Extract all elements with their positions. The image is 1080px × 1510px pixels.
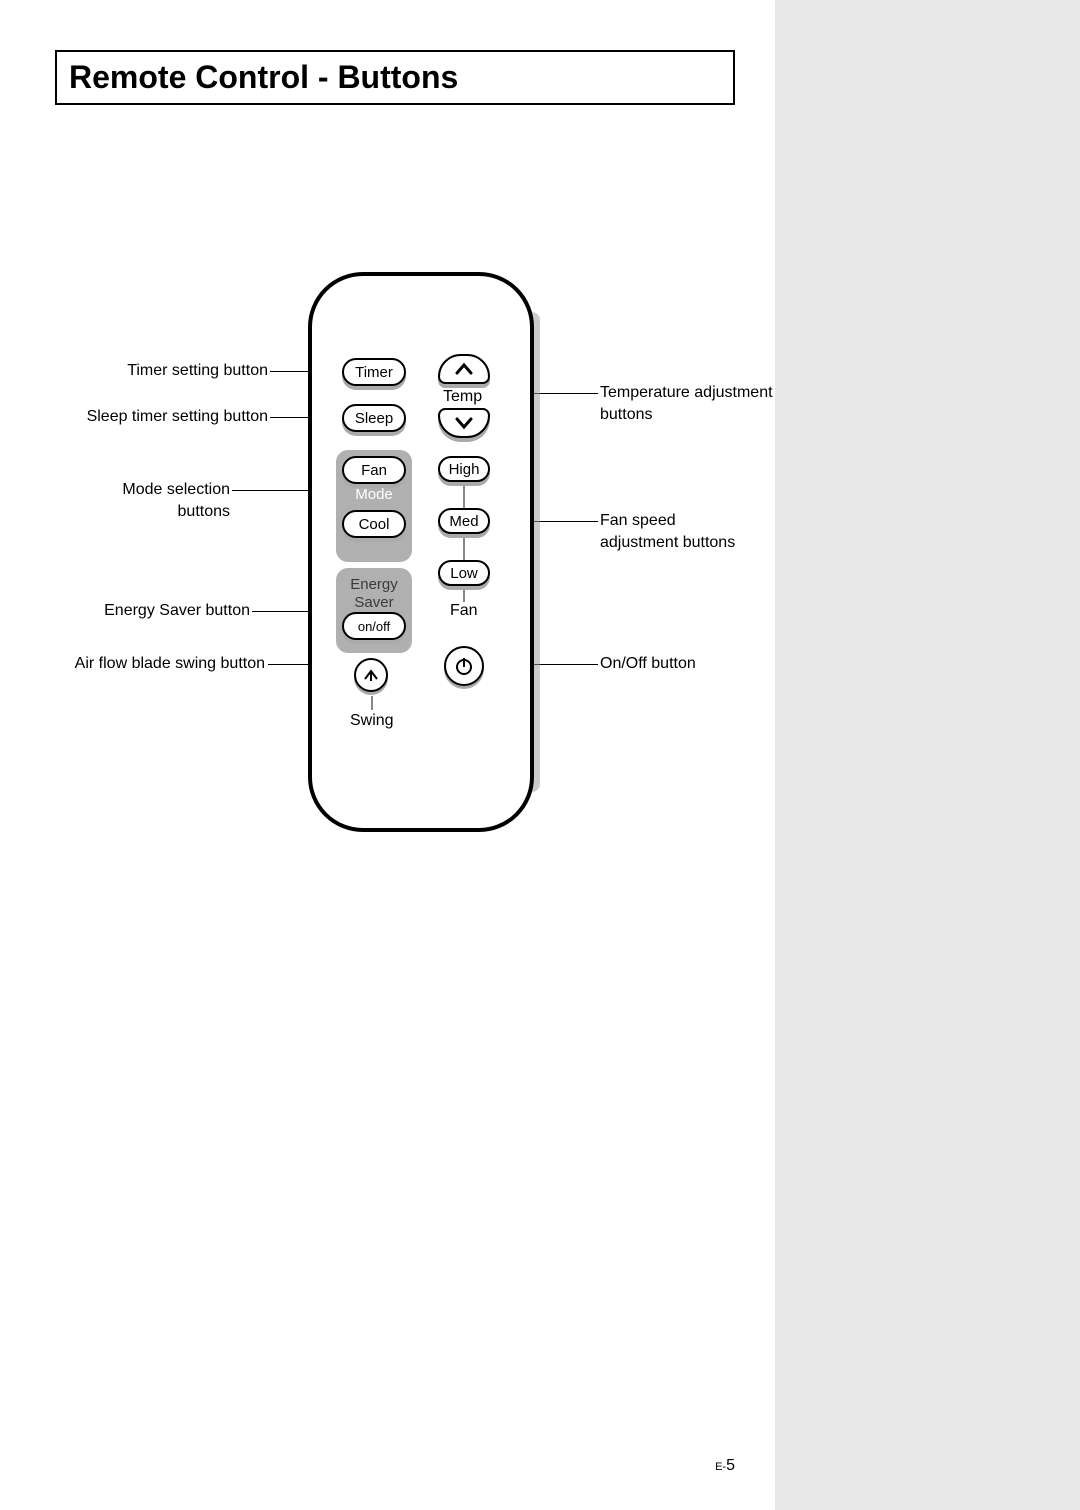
fan-conn-2 [463,538,465,560]
fan-low-button[interactable]: Low [438,560,490,586]
page-num-value: 5 [726,1457,735,1474]
energy-label-2: Saver [336,594,412,612]
sleep-button[interactable]: Sleep [342,404,406,432]
temp-label: Temp [443,388,482,406]
fan-conn-1 [463,486,465,508]
fan-mode-button[interactable]: Fan [342,456,406,484]
callout-fanspeed-l1: Fan speed [600,512,676,529]
swing-icon [361,665,381,685]
swing-connector [371,696,373,710]
callout-mode-l1: Mode selection [122,481,230,498]
callout-onoff: On/Off button [600,653,696,675]
callout-fanspeed: Fan speed adjustment buttons [600,510,735,554]
mode-label: Mode [336,486,412,504]
swing-label: Swing [350,712,394,730]
callout-fanspeed-l2: adjustment buttons [600,534,735,551]
callout-temp: Temperature adjustment buttons [600,382,773,426]
fan-group-label: Fan [450,602,478,620]
remote-control: Timer Sleep Mode Fan Cool Energy Saver o… [308,272,534,832]
callout-temp-l2: buttons [600,406,652,423]
cool-mode-button[interactable]: Cool [342,510,406,538]
chevron-up-icon [455,362,473,376]
callout-temp-l1: Temperature adjustment [600,384,773,401]
page-prefix: E- [715,1461,726,1473]
swing-button[interactable] [354,658,388,692]
callout-swing: Air flow blade swing button [50,653,265,675]
chevron-down-icon [455,416,473,430]
energy-onoff-button[interactable]: on/off [342,612,406,640]
page-number: E-5 [715,1457,735,1475]
power-icon [453,655,475,677]
fan-med-button[interactable]: Med [438,508,490,534]
callout-sleep: Sleep timer setting button [56,406,268,428]
callout-timer: Timer setting button [108,360,268,382]
power-button[interactable] [444,646,484,686]
callout-mode-l2: buttons [178,503,230,520]
page-area: Remote Control - Buttons Timer setting b… [0,0,775,1510]
fan-conn-3 [463,590,465,602]
timer-button[interactable]: Timer [342,358,406,386]
energy-label-1: Energy [336,576,412,594]
callout-mode: Mode selection buttons [100,479,230,523]
energy-saver-panel: Energy Saver [336,568,412,653]
title-box: Remote Control - Buttons [55,50,735,105]
fan-high-button[interactable]: High [438,456,490,482]
callout-energy: Energy Saver button [90,600,250,622]
page-title: Remote Control - Buttons [69,59,458,96]
